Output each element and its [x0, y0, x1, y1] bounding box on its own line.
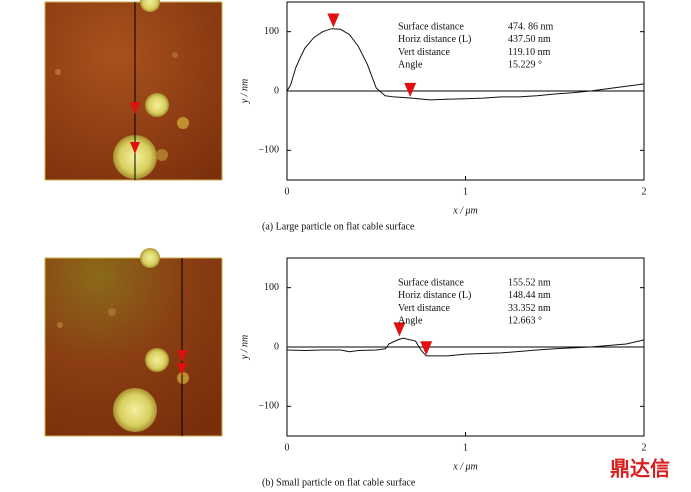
cursor-marker — [404, 82, 417, 97]
afm-image-a — [44, 0, 223, 181]
stat-label: Vert distance — [398, 303, 450, 314]
stat-value: 15.229 ° — [508, 60, 542, 71]
x-tick-label: 1 — [463, 186, 468, 197]
y-tick-label: 0 — [274, 341, 279, 352]
y-tick-label: −100 — [258, 401, 279, 412]
stat-value: 474. 86 nm — [508, 21, 554, 32]
stat-label: Horiz distance (L) — [398, 34, 471, 45]
stat-value: 437.50 nm — [508, 34, 551, 45]
x-tick-label: 2 — [642, 442, 647, 453]
y-tick-label: 100 — [264, 282, 279, 293]
stat-value: 119.10 nm — [508, 47, 551, 58]
stat-label: Horiz distance (L) — [398, 290, 471, 301]
x-axis-label: x / μm — [452, 205, 477, 216]
cursor-marker — [327, 13, 340, 28]
y-tick-label: 0 — [274, 85, 279, 96]
x-tick-label: 0 — [285, 186, 290, 197]
x-tick-label: 0 — [285, 442, 290, 453]
watermark: 鼎达信 — [610, 457, 670, 481]
stat-label: Vert distance — [398, 47, 450, 58]
x-tick-label: 2 — [642, 186, 647, 197]
stat-label: Angle — [398, 60, 423, 71]
stat-value: 148.44 nm — [508, 290, 551, 301]
stat-label: Angle — [398, 316, 423, 327]
profile-line — [286, 337, 645, 357]
y-axis-label: y / nm — [239, 335, 250, 360]
cursor-marker — [420, 341, 433, 356]
stat-value: 12.663 ° — [508, 316, 542, 327]
stat-label: Surface distance — [398, 21, 464, 32]
stat-value: 155.52 nm — [508, 277, 551, 288]
stat-label: Surface distance — [398, 277, 464, 288]
y-axis-label: y / nm — [239, 79, 250, 104]
stat-value: 33.352 nm — [508, 303, 551, 314]
profile-line — [286, 28, 645, 101]
afm-image-b — [44, 248, 223, 437]
x-axis-label: x / μm — [452, 461, 477, 472]
y-tick-label: −100 — [258, 145, 279, 156]
caption: (b) Small particle on flat cable surface — [262, 477, 416, 488]
x-tick-label: 1 — [463, 442, 468, 453]
y-tick-label: 100 — [264, 26, 279, 37]
caption: (a) Large particle on flat cable surface — [262, 221, 415, 232]
cursor-marker — [393, 322, 406, 337]
